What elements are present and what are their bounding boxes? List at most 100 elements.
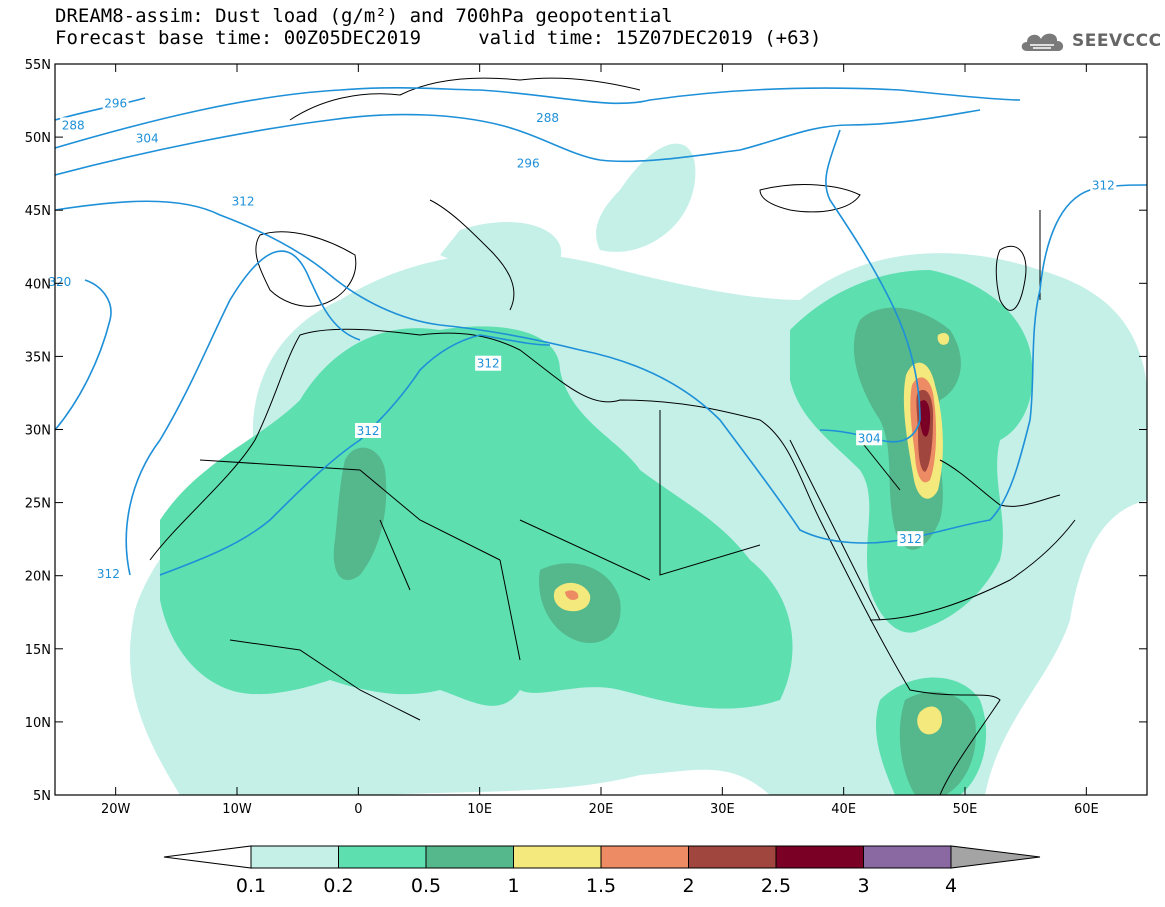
coastline-arabia [869, 519, 1076, 621]
coastlines [149, 77, 1076, 795]
x-tick-label: 10E [467, 802, 492, 817]
contour-label-bg [1090, 177, 1117, 193]
coastline-northern-europe [289, 77, 641, 121]
map-title: DREAM8-assim: Dust load (g/m²) and 700hP… [55, 5, 673, 27]
coastline-italy [429, 199, 515, 311]
y-tick-label: 45N [25, 204, 51, 219]
colorbar-label: 0.2 [323, 875, 353, 897]
contour-label: 296 [104, 96, 127, 110]
seevccc-logo: SEEVCCC [1018, 26, 1162, 56]
cloud-icon [1021, 33, 1064, 51]
dust-region-peak [918, 400, 931, 437]
x-tick-label: 60E [1074, 802, 1099, 817]
colorbar-label: 1.5 [586, 875, 616, 897]
y-tick-label: 50N [25, 131, 51, 146]
contour-label: 312 [232, 194, 255, 208]
contour-label-bg [95, 566, 122, 582]
contour-label: 296 [517, 156, 540, 170]
dust-region-high [917, 706, 942, 735]
contour-label: 320 [48, 275, 71, 289]
y-tick-label: 55N [25, 58, 51, 73]
y-tick-label: 25N [25, 497, 51, 512]
colorbar-labels: 0.1 0.2 0.5 1 1.5 2 2.5 3 4 [236, 875, 957, 897]
x-tick-label: 20W [101, 802, 131, 817]
forecast-times: Forecast base time: 00Z05DEC2019 valid t… [55, 27, 822, 49]
colorbar-label: 1 [507, 875, 519, 897]
contour-label: 288 [62, 118, 85, 132]
y-tick-label: 35N [25, 350, 51, 365]
y-tick-label: 10N [25, 716, 51, 731]
contour-labels: 296 288 304 312 320 288 296 312 312 304 312 312 312 [46, 95, 1117, 582]
coastline-iberia [255, 231, 357, 307]
dust-region-high [937, 332, 950, 345]
contour-line [125, 250, 361, 576]
colorbar-box [863, 845, 952, 869]
colorbar-boxes [163, 845, 1041, 869]
colorbar-box [425, 845, 514, 869]
dust-shading [130, 143, 1147, 795]
contour-label-bg [534, 110, 561, 126]
dust-region-light [440, 221, 562, 267]
colorbar-under-arrow [163, 845, 252, 869]
contour-label: 312 [477, 357, 500, 371]
coastline-red-sea [789, 439, 881, 621]
y-tick-label: 30N [25, 424, 51, 439]
colorbar-box [775, 845, 864, 869]
colorbar-box [250, 845, 339, 869]
contour-label-bg [897, 531, 924, 547]
coastline-europe-africa [149, 328, 1001, 795]
contour-label: 288 [536, 111, 559, 125]
x-tick-label: 40E [831, 802, 856, 817]
contour-label-bg [230, 193, 257, 209]
x-tick-label: 0 [354, 802, 362, 817]
contour-label-bg [856, 430, 883, 446]
contour-line [55, 86, 1021, 149]
dust-region-veryhigh [565, 590, 579, 600]
coastline-caspian [995, 245, 1027, 311]
y-tick-label: 15N [25, 643, 51, 658]
contour-label: 312 [357, 424, 380, 438]
border-lines [199, 210, 1041, 721]
x-tick-label: 50E [953, 802, 978, 817]
colorbar-box [338, 845, 427, 869]
colorbar-label: 0.1 [236, 875, 266, 897]
contour-line [55, 279, 112, 431]
colorbar-box [513, 845, 602, 869]
x-tick-label: 10W [222, 802, 252, 817]
contour-label: 304 [858, 431, 881, 445]
coastline-black-sea [759, 184, 861, 213]
contour-label: 312 [1092, 178, 1115, 192]
contour-label-bg [46, 273, 73, 289]
colorbar-over-arrow [950, 845, 1041, 869]
x-axis: 20W 10W 0 10E 20E 30E 40E 50E 60E [101, 64, 1099, 817]
dust-region-light [596, 143, 696, 252]
colorbar-label: 2 [682, 875, 694, 897]
contour-line [55, 109, 981, 176]
colorbar-label: 4 [945, 875, 957, 897]
y-tick-label: 20N [25, 570, 51, 585]
y-tick-label: 5N [33, 789, 51, 804]
x-tick-label: 30E [710, 802, 735, 817]
dust-region-medium [160, 326, 793, 709]
coastline-gulf [939, 459, 1061, 507]
contour-label-bg [515, 155, 542, 171]
colorbar-box [688, 845, 777, 869]
x-tick-label: 20E [589, 802, 614, 817]
contour-label-bg [60, 117, 87, 133]
y-tick-label: 40N [25, 277, 51, 292]
contour-label-bg [102, 95, 129, 111]
colorbar-box [600, 845, 689, 869]
y-axis: 55N 50N 45N 40N 35N 30N 25N 20N 15N 10N 5N [25, 58, 1147, 804]
contour-label-bg [475, 355, 502, 371]
colorbar-label: 2.5 [761, 875, 791, 897]
logo-text: SEEVCCC [1072, 31, 1162, 51]
contour-label: 304 [136, 132, 159, 146]
contour-label-bg [134, 130, 161, 146]
contour-line [55, 184, 1147, 544]
contour-label-bg [355, 422, 382, 438]
colorbar-label: 0.5 [411, 875, 441, 897]
contour-label: 312 [899, 532, 922, 546]
contour-label: 312 [97, 567, 120, 581]
